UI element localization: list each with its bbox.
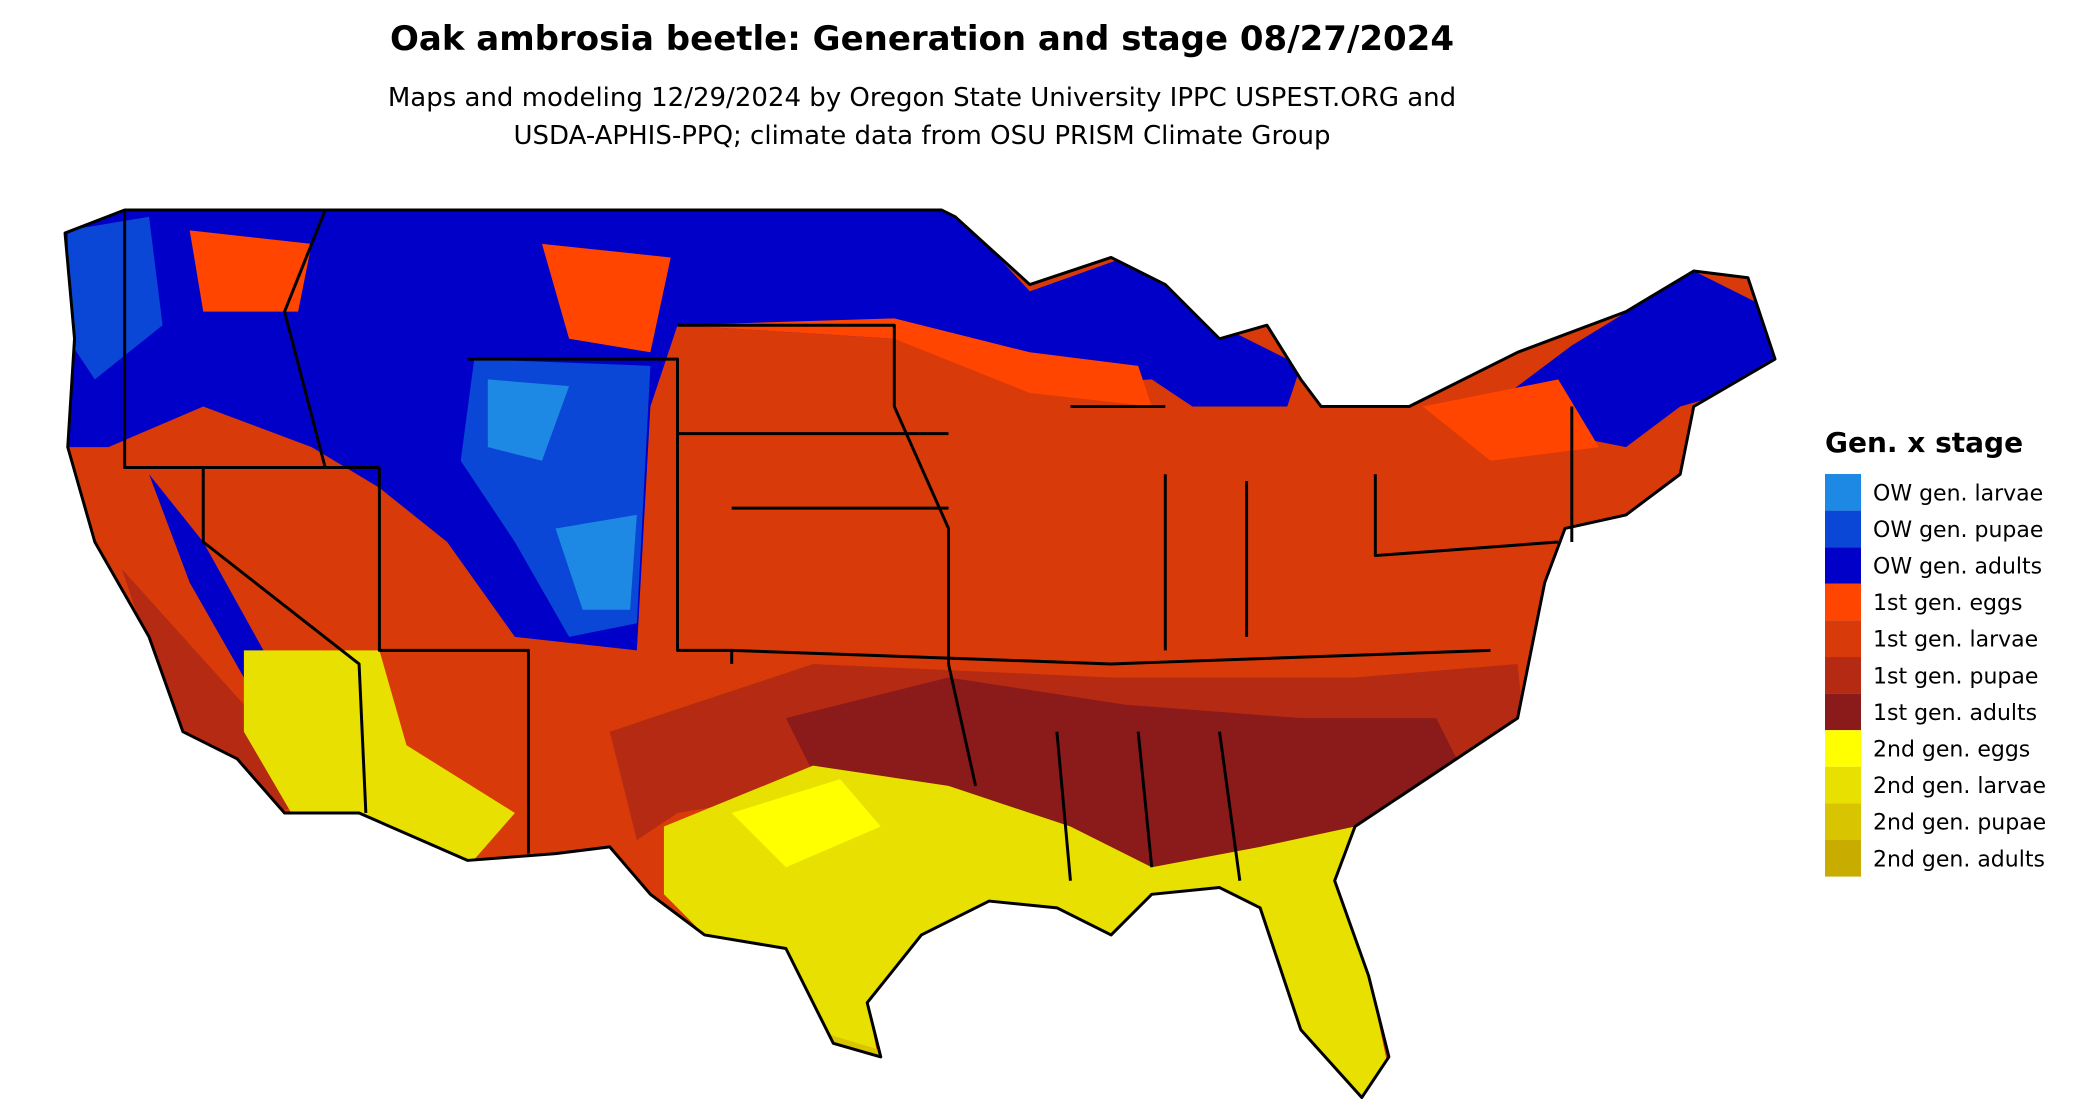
- legend-swatch: [1825, 766, 1861, 804]
- map-title: Oak ambrosia beetle: Generation and stag…: [390, 19, 1454, 59]
- legend-swatch: [1825, 583, 1861, 621]
- state-borders: [123, 209, 1574, 881]
- legend-label: 1st gen. pupae: [1873, 664, 2038, 689]
- region-ow-larvae: [555, 514, 637, 610]
- map-subtitle: Maps and modeling 12/29/2024 by Oregon S…: [388, 83, 1456, 113]
- legend-label: OW gen. pupae: [1873, 518, 2043, 543]
- legend-label: 2nd gen. adults: [1873, 847, 2045, 872]
- region-ow-pupae: [67, 216, 163, 380]
- region-1st-eggs: [677, 318, 1152, 407]
- region-1st-eggs: [189, 230, 312, 312]
- legend-swatch: [1825, 474, 1861, 511]
- map: [63, 208, 1777, 1100]
- region-ow-larvae: [487, 379, 570, 461]
- region-2nd-eggs: [731, 779, 881, 868]
- legend-swatch: [1825, 547, 1861, 584]
- legend-label: 2nd gen. pupae: [1873, 811, 2046, 836]
- legend-label: 2nd gen. eggs: [1873, 738, 2030, 763]
- legend-swatch: [1825, 657, 1861, 694]
- legend-label: 1st gen. eggs: [1873, 591, 2022, 616]
- region-1st-adults: [785, 677, 1464, 874]
- legend-swatch: [1825, 730, 1861, 767]
- legend-swatch: [1825, 620, 1861, 657]
- legend: OW gen. larvae OW gen. pupae OW gen. adult…: [1825, 474, 2046, 877]
- legend-swatch: [1825, 840, 1861, 877]
- legend-label: 2nd gen. larvae: [1873, 774, 2046, 799]
- legend-label: OW gen. larvae: [1873, 481, 2043, 506]
- region-1st-eggs: [542, 243, 671, 353]
- legend-label: 1st gen. larvae: [1873, 628, 2038, 653]
- legend-swatch: [1825, 510, 1861, 548]
- legend-swatch: [1825, 693, 1861, 731]
- region-2nd-larvae: [663, 765, 1389, 1098]
- legend-title: Gen. x stage: [1825, 426, 2023, 459]
- map-subtitle: USDA-APHIS-PPQ; climate data from OSU PR…: [514, 121, 1331, 151]
- region-1st-eggs: [1422, 379, 1599, 461]
- legend-swatch: [1825, 803, 1861, 840]
- region-ow-adults: [149, 474, 271, 678]
- legend-label: OW gen. adults: [1873, 555, 2042, 580]
- region-ow-adults: [65, 210, 1301, 651]
- legend-label: 1st gen. adults: [1873, 701, 2037, 726]
